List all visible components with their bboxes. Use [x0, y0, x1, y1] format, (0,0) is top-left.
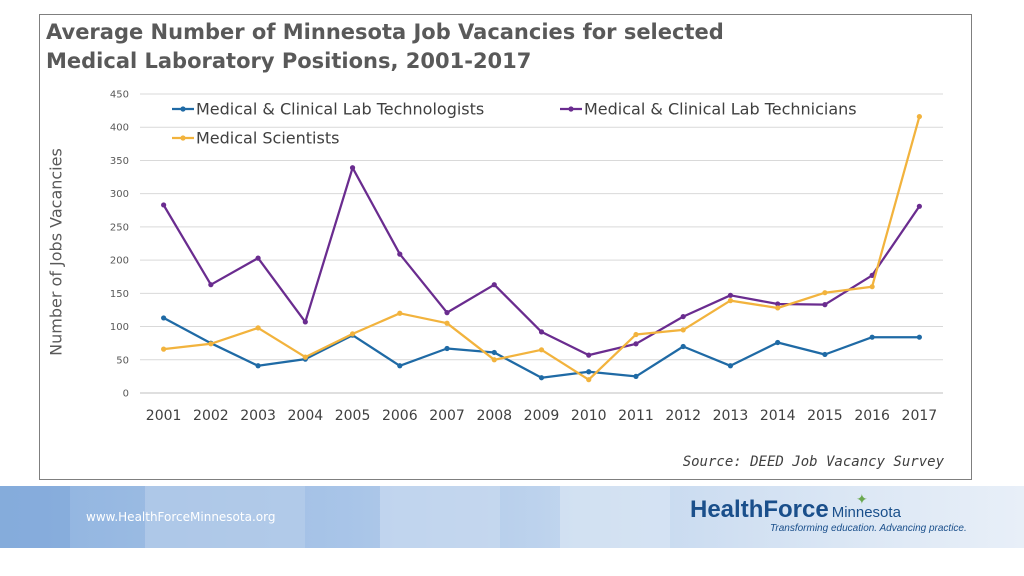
data-point	[822, 290, 828, 296]
data-point	[255, 325, 261, 331]
data-point	[822, 302, 828, 308]
data-point	[633, 373, 639, 379]
x-tick-label: 2005	[335, 408, 371, 424]
data-point	[208, 341, 214, 347]
data-point	[444, 310, 450, 316]
x-tick-label: 2007	[429, 408, 465, 424]
website-link[interactable]: www.HealthForceMinnesota.org	[86, 510, 276, 524]
data-point	[444, 345, 450, 352]
y-tick-label: 200	[110, 256, 129, 267]
data-point	[869, 272, 875, 278]
data-point	[775, 305, 781, 311]
legend-marker	[180, 106, 186, 112]
legend-marker	[180, 135, 186, 141]
chart-title-line-1: Average Number of Minnesota Job Vacancie…	[46, 20, 724, 44]
x-tick-label: 2010	[571, 408, 607, 424]
x-tick-label: 2017	[902, 408, 938, 424]
x-tick-label: 2006	[382, 408, 418, 424]
data-point	[397, 251, 403, 257]
x-tick-label: 2001	[146, 408, 182, 424]
data-point	[775, 339, 781, 346]
data-point	[302, 319, 308, 325]
data-point	[161, 346, 167, 352]
series-line-3	[163, 116, 921, 381]
data-point	[349, 165, 356, 171]
logo-sub-text: Minnesota	[831, 504, 901, 521]
y-tick-label: 0	[123, 389, 129, 400]
data-point	[869, 284, 875, 290]
data-point	[255, 363, 261, 369]
chart-title: Average Number of Minnesota Job Vacancie…	[46, 18, 724, 76]
data-point	[727, 298, 734, 304]
x-tick-label: 2011	[618, 408, 654, 424]
data-point	[680, 343, 686, 350]
source-note: Source: DEED Job Vacancy Survey	[682, 454, 944, 470]
data-point	[491, 349, 497, 356]
legend-marker	[568, 106, 574, 112]
data-point	[208, 282, 214, 288]
data-point	[916, 334, 922, 340]
y-tick-label: 300	[110, 189, 129, 200]
x-tick-label: 2012	[665, 408, 701, 424]
x-tick-label: 2015	[807, 408, 843, 424]
data-point	[633, 341, 639, 347]
data-point	[680, 313, 686, 320]
chart-frame	[39, 14, 972, 480]
y-tick-label: 350	[110, 156, 129, 167]
data-point	[586, 377, 592, 383]
y-tick-label: 150	[110, 289, 129, 300]
chart-title-line-2: Medical Laboratory Positions, 2001-2017	[46, 49, 532, 73]
data-point	[680, 327, 686, 333]
data-point	[491, 357, 497, 363]
data-point	[538, 329, 545, 335]
y-tick-label: 400	[110, 123, 129, 134]
data-point	[775, 301, 781, 307]
data-point	[869, 334, 875, 340]
data-point	[538, 347, 545, 353]
data-point	[349, 331, 356, 337]
legend-label: Medical & Clinical Lab Technicians	[584, 100, 857, 119]
legend-label: Medical Scientists	[196, 129, 339, 148]
y-tick-label: 100	[110, 322, 129, 333]
logo-main-text: HealthForce	[690, 496, 829, 523]
data-point	[161, 315, 167, 321]
y-tick-label: 250	[110, 222, 129, 233]
line-chart: 0 50 100 150 200 250 300 350 400 450 2001 2002 2003 2…	[110, 90, 943, 424]
x-tick-label: 2002	[193, 408, 229, 424]
healthforce-logo: HealthForce Minnesota ✦	[690, 492, 901, 524]
data-point	[727, 292, 734, 298]
data-point	[255, 255, 261, 261]
x-tick-label: 2004	[288, 408, 324, 424]
data-point	[491, 282, 497, 288]
data-point	[822, 351, 828, 358]
x-tick-label: 2013	[713, 408, 749, 424]
data-point	[916, 203, 922, 209]
y-tick-label: 450	[110, 90, 129, 101]
data-point	[538, 375, 545, 381]
data-point	[161, 202, 167, 208]
footer-banner	[0, 486, 1024, 548]
x-tick-label: 2009	[524, 408, 560, 424]
y-tick-label: 50	[116, 355, 129, 366]
x-tick-label: 2016	[854, 408, 890, 424]
x-tick-label: 2003	[240, 408, 276, 424]
data-point	[302, 354, 308, 360]
legend-label: Medical & Clinical Lab Technologists	[196, 100, 484, 119]
data-point	[633, 331, 639, 338]
data-point	[397, 363, 403, 369]
star-icon: ✦	[856, 492, 868, 508]
x-tick-label: 2008	[476, 408, 512, 424]
data-point	[586, 352, 592, 358]
data-point	[916, 113, 922, 120]
data-point	[397, 310, 403, 316]
data-point	[727, 363, 734, 369]
logo-tagline: Transforming education. Advancing practi…	[770, 523, 967, 534]
data-point	[586, 369, 592, 375]
x-tick-label: 2014	[760, 408, 796, 424]
data-point	[444, 320, 450, 326]
